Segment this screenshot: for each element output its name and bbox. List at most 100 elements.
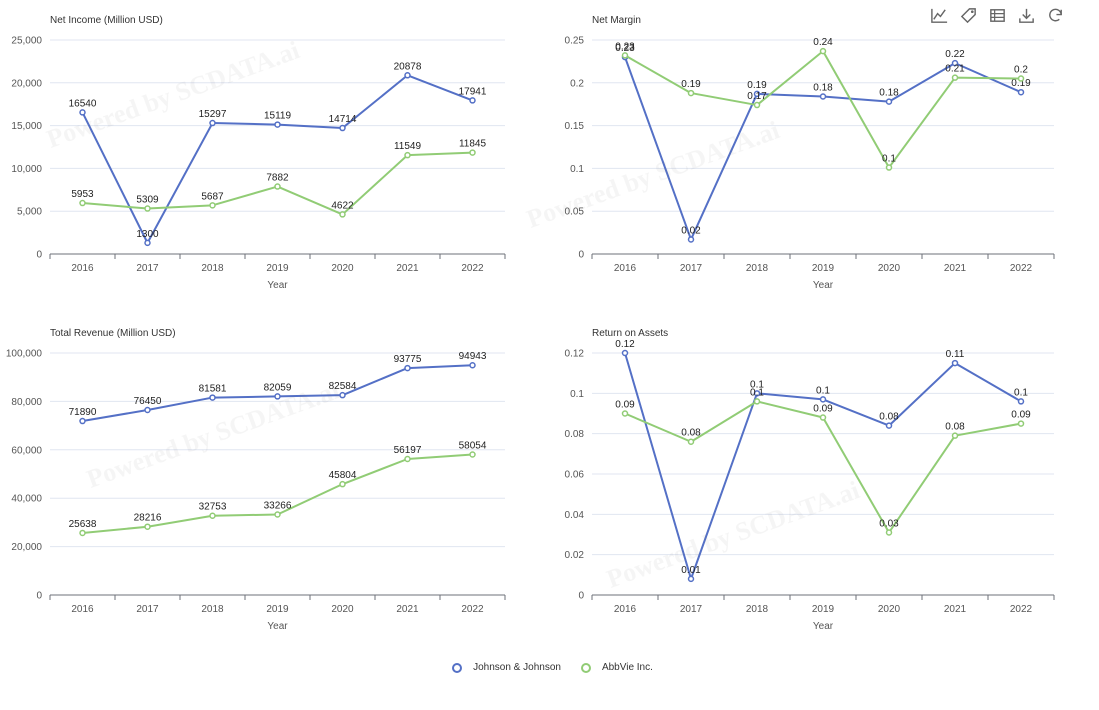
legend-item-abbvie[interactable]: AbbVie Inc. — [575, 662, 653, 673]
y-tick-label: 20,000 — [11, 78, 42, 89]
data-point — [339, 391, 346, 399]
data-label: 0.21 — [945, 64, 965, 75]
data-label: 93775 — [394, 354, 422, 365]
chart-title: Total Revenue (Million USD) — [50, 328, 176, 339]
y-tick-label: 0.2 — [570, 78, 584, 89]
x-tick-label: 2019 — [812, 263, 835, 274]
y-tick-label: 0.1 — [570, 164, 584, 175]
data-point — [469, 361, 476, 369]
data-point — [819, 93, 827, 100]
data-label: 1300 — [136, 229, 159, 240]
x-tick-label: 2017 — [680, 263, 703, 274]
data-point — [753, 390, 761, 397]
x-tick-label: 2021 — [396, 604, 419, 615]
y-tick-label: 0 — [36, 591, 42, 602]
data-label: 0.1 — [1014, 387, 1028, 398]
data-label: 33266 — [264, 500, 292, 511]
data-point — [79, 529, 86, 537]
x-tick-label: 2017 — [136, 263, 159, 274]
data-point — [753, 90, 761, 98]
x-tick-label: 2019 — [266, 263, 289, 274]
data-point — [79, 199, 86, 207]
data-label: 11549 — [394, 141, 422, 152]
legend-label-jnj: Johnson & Johnson — [473, 662, 561, 673]
y-tick-label: 0.15 — [565, 121, 585, 132]
data-label: 17941 — [459, 86, 487, 97]
tag-icon[interactable] — [959, 6, 978, 25]
data-point — [339, 211, 346, 218]
y-tick-label: 0 — [578, 250, 584, 261]
data-label: 16540 — [69, 98, 97, 109]
data-label: 0.19 — [1011, 78, 1031, 89]
data-table-icon[interactable] — [988, 6, 1007, 25]
data-label: 0.08 — [681, 428, 701, 439]
data-point — [885, 164, 893, 171]
data-point — [885, 98, 893, 105]
data-point — [209, 202, 216, 209]
data-label: 5687 — [201, 191, 224, 202]
data-label: 0.09 — [1011, 410, 1031, 421]
x-tick-label: 2019 — [266, 604, 289, 615]
data-point — [404, 151, 411, 159]
x-tick-label: 2019 — [812, 604, 835, 615]
series-line-0 — [81, 74, 473, 244]
chart-panel-1: Net Margin 0 0.05 0.1 0.15 0.2 0.25 2016 2017 201… — [565, 15, 1055, 291]
data-label: 0.22 — [945, 49, 965, 60]
chart-legend: Johnson & Johnson AbbVie Inc. — [0, 662, 1099, 673]
data-label: 0.24 — [813, 37, 833, 48]
data-label: 0.1 — [882, 154, 896, 165]
y-tick-label: 0.05 — [565, 207, 585, 218]
data-label: 0.19 — [681, 79, 701, 90]
chart-title: Net Income (Million USD) — [50, 15, 163, 26]
refresh-icon[interactable] — [1046, 6, 1065, 25]
data-point — [274, 183, 281, 190]
data-point — [951, 74, 959, 81]
data-label: 82584 — [329, 381, 357, 392]
data-label: 0.1 — [750, 387, 764, 398]
x-tick-label: 2020 — [331, 263, 354, 274]
data-label: 45804 — [329, 470, 357, 481]
data-label: 15119 — [264, 111, 292, 122]
x-tick-label: 2018 — [746, 263, 769, 274]
line-chart-icon[interactable] — [930, 6, 949, 25]
data-point — [885, 529, 893, 536]
data-point — [621, 349, 629, 357]
y-tick-label: 0.25 — [565, 36, 585, 47]
x-tick-label: 2018 — [746, 604, 769, 615]
data-point — [687, 236, 695, 243]
data-point — [404, 364, 411, 372]
data-point — [1017, 398, 1025, 405]
data-label: 20878 — [394, 61, 422, 72]
data-point — [274, 393, 281, 400]
chart-title: Net Margin — [592, 15, 641, 26]
data-label: 0.23 — [615, 43, 635, 54]
x-axis-label: Year — [267, 280, 288, 291]
data-label: 0.11 — [946, 349, 965, 360]
x-tick-label: 2018 — [201, 604, 224, 615]
x-tick-label: 2022 — [1010, 604, 1033, 615]
x-tick-label: 2018 — [201, 263, 224, 274]
x-tick-label: 2022 — [461, 263, 484, 274]
data-label: 25638 — [69, 519, 97, 530]
legend-item-jnj[interactable]: Johnson & Johnson — [446, 662, 561, 673]
data-point — [209, 119, 216, 127]
data-point — [753, 101, 761, 109]
data-label: 0.12 — [615, 339, 635, 350]
x-tick-label: 2022 — [461, 604, 484, 615]
y-tick-label: 100,000 — [6, 349, 43, 360]
data-point — [144, 205, 151, 212]
x-axis-label: Year — [267, 621, 288, 632]
data-label: 32753 — [199, 502, 227, 513]
data-point — [469, 97, 476, 104]
chart-panel-0: Net Income (Million USD) 0 5,000 10,000 15,0… — [11, 15, 506, 291]
y-tick-label: 0.12 — [565, 349, 585, 360]
download-icon[interactable] — [1017, 6, 1036, 25]
x-tick-label: 2016 — [71, 604, 94, 615]
chart-toolbar — [930, 6, 1065, 25]
chart-panel-2: Total Revenue (Million USD) 0 20,000 40,000… — [6, 328, 506, 632]
data-label: 0.19 — [747, 80, 767, 91]
data-label: 0.18 — [813, 82, 833, 93]
data-point — [1017, 75, 1025, 82]
y-tick-label: 0.08 — [565, 429, 585, 440]
